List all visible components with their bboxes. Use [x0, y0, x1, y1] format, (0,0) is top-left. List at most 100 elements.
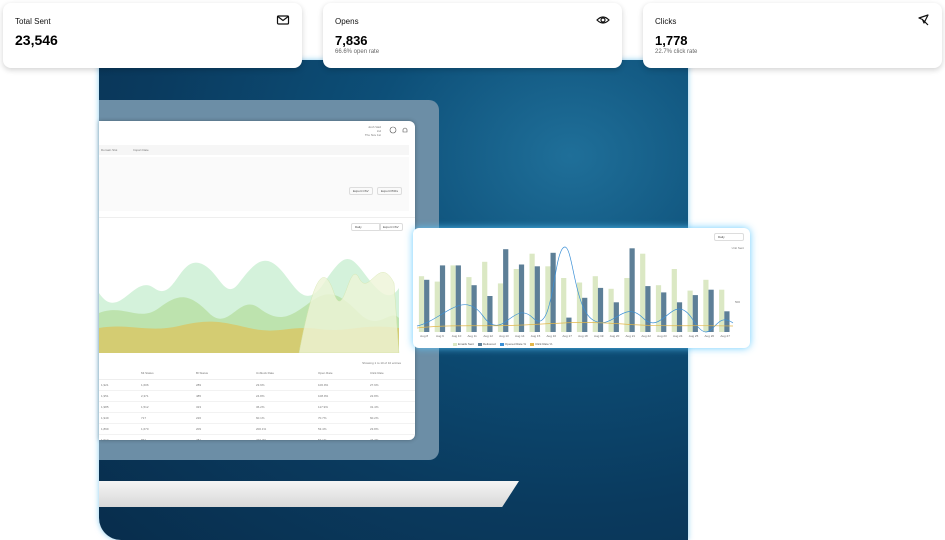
help-icon[interactable]: [389, 126, 397, 134]
eye-icon: [596, 16, 610, 24]
table-cell: 1,670: [141, 427, 149, 431]
table-cell: 106.9%: [318, 383, 329, 387]
export-csv-button[interactable]: Export CSV: [349, 187, 373, 195]
legend-swatch: [530, 342, 535, 346]
table-cell: 23.9%: [256, 383, 265, 387]
stat-subtext: 22.7% click rate: [655, 49, 698, 55]
table-cell: 323: [196, 405, 202, 409]
x-tick-label: Aug 22: [641, 334, 651, 338]
bar-delivered: [439, 265, 446, 332]
x-tick-label: Aug 19: [594, 334, 604, 338]
table-cell: 233.3%: [256, 438, 267, 440]
bar-delivered: [661, 292, 667, 332]
bell-icon[interactable]: [401, 126, 409, 134]
cursor-icon: [918, 14, 929, 26]
period-select[interactable]: Daily: [351, 223, 381, 231]
filter-bar: Domain Slot Import Date: [99, 145, 409, 155]
table-row: 1,921 1,606 289 23.9% 106.9% 27.9%: [99, 380, 415, 391]
table-caption: Showing 1 to 10 of 10 entries: [362, 361, 401, 365]
x-tick-label: Aug 20: [610, 334, 620, 338]
legend-label: Delivered: [483, 342, 496, 346]
bar-delivered: [503, 249, 509, 332]
stat-title: Opens: [335, 17, 359, 26]
table-cell: 53.4%: [318, 427, 327, 431]
stat-value: 1,778: [655, 33, 688, 48]
legend-item: Delivered: [478, 342, 496, 346]
table-cell: 209: [196, 427, 202, 431]
table-header[interactable]: Click Rate: [370, 371, 384, 375]
table-cell: 862: [141, 438, 147, 440]
x-tick-label: Aug 18: [578, 334, 588, 338]
stat-title: Total Sent: [15, 17, 51, 26]
stat-card-opens: Opens 7,836 66.6% open rate: [323, 3, 622, 68]
legend-item: Opened Rate %: [499, 342, 527, 346]
table-body: 1,921 1,606 289 23.9% 106.9% 27.9% 1,951 2,371 4…: [99, 380, 415, 440]
bar-delivered: [597, 287, 604, 332]
table-cell: 1,606: [141, 383, 149, 387]
bar-emails-sent: [434, 281, 440, 332]
table-row: 1,949 717 226 60.1% 70.7% 60.2%: [99, 413, 415, 424]
table-cell: 485: [196, 394, 202, 398]
x-tick-label: Aug 12: [483, 334, 493, 338]
x-tick-label: Aug 25: [689, 334, 699, 338]
user-name: Josh Vaid: [368, 125, 381, 129]
filter-domain[interactable]: Domain Slot: [101, 148, 118, 152]
summary-panel: [99, 157, 409, 211]
popup-legend: Emails Sent Delivered Opened Rate % Click R…: [453, 342, 552, 346]
x-tick-label: Aug 14: [515, 334, 525, 338]
bar-delivered: [424, 279, 430, 332]
x-tick-label: Aug 23: [657, 334, 667, 338]
filter-import-date[interactable]: Import Date: [133, 148, 149, 152]
table-cell: 24.8%: [256, 394, 265, 398]
table-cell: 117.9%: [318, 405, 328, 409]
export-pdf-button[interactable]: Export PDFs: [377, 187, 403, 195]
stat-value: 23,546: [15, 32, 58, 48]
table-cell: 1,951: [101, 394, 109, 398]
table-header[interactable]: Mt Status: [141, 371, 154, 375]
divider: [99, 217, 415, 218]
bar-delivered: [645, 286, 651, 332]
bar-delivered: [487, 296, 493, 332]
x-tick-label: Aug 21: [626, 334, 636, 338]
legend-swatch: [453, 342, 457, 346]
table-cell: 1,917: [101, 438, 109, 440]
bar-line-chart: Aug 8 Aug 9 Aug 10 Aug 11 Aug 12 Aug 13 Aug 14…: [416, 246, 734, 338]
table-cell: 44.7%: [370, 438, 379, 440]
bar-delivered: [518, 264, 525, 332]
bar-emails-sent: [529, 253, 535, 332]
x-tick-label: Aug 26: [705, 334, 715, 338]
laptop-screen: Josh Vaid ind Thu Nov 1st Domain Slot Im…: [99, 121, 415, 440]
export-csv-button-2[interactable]: Export CSV: [379, 223, 403, 231]
legend-label: Opened Rate %: [504, 342, 527, 346]
popup-y-top-label: Unit Sent: [731, 246, 744, 250]
table-header[interactable]: [99, 371, 141, 379]
bar-emails-sent: [561, 278, 567, 332]
x-tick-label: Aug 11: [468, 334, 478, 338]
table-cell: 57.1%: [318, 438, 327, 440]
table-cell: 717: [141, 416, 147, 420]
bar-emails-sent: [608, 288, 614, 332]
bar-emails-sent: [418, 276, 425, 332]
bar-delivered: [629, 248, 635, 332]
table-cell: 2,371: [141, 394, 149, 398]
x-tick-label: Aug 24: [673, 334, 683, 338]
x-tick-label: Aug 27: [720, 334, 730, 338]
bar-delivered: [724, 311, 730, 332]
bar-delivered: [534, 266, 540, 332]
bar-emails-sent: [576, 282, 583, 332]
table-cell: 281: [196, 438, 202, 440]
table-cell: 31.4%: [370, 405, 379, 409]
table-row: 1,917 862 281 233.3% 57.1% 44.7%: [99, 435, 415, 440]
table-header[interactable]: Unblock Rate: [256, 371, 275, 375]
bar-emails-sent: [513, 269, 519, 332]
popup-period-select[interactable]: Daily: [714, 233, 744, 241]
table-cell: 60.1%: [256, 416, 265, 420]
stat-card-clicks: Clicks 1,778 22.7% click rate: [643, 3, 942, 68]
bar-delivered: [566, 317, 572, 332]
bar-emails-sent: [482, 261, 488, 332]
table-cell: 60.2%: [370, 416, 379, 420]
legend-item: Click Rate %: [530, 342, 552, 346]
table-header-row: Mt Status Bl Status Unblock Rate Open Ra…: [99, 371, 415, 380]
table-header[interactable]: Bl Status: [196, 371, 209, 375]
table-header[interactable]: Open Rate: [318, 371, 333, 375]
